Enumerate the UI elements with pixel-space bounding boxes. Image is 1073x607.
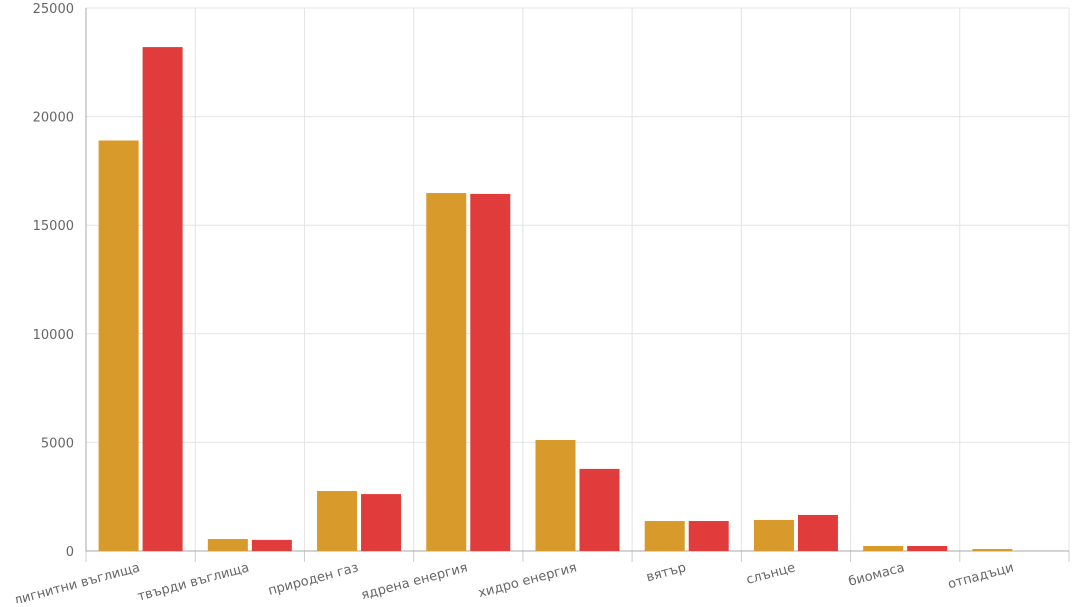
- y-tick-label: 0: [66, 545, 74, 560]
- bar: [317, 491, 358, 551]
- bar: [251, 539, 292, 551]
- bar: [972, 549, 1013, 551]
- bar: [753, 519, 794, 551]
- bar: [579, 468, 620, 551]
- bar: [535, 440, 576, 551]
- y-tick-label: 10000: [33, 328, 74, 343]
- y-tick-label: 20000: [33, 111, 74, 126]
- bar: [361, 494, 402, 551]
- bar: [797, 514, 838, 551]
- bar: [426, 193, 467, 552]
- bar: [142, 47, 183, 551]
- x-tick-label: вятър: [645, 560, 688, 585]
- y-tick-label: 5000: [41, 436, 74, 451]
- y-tick-label: 25000: [33, 2, 74, 17]
- x-tick-label: отпадъци: [946, 560, 1015, 592]
- x-tick-label: ядрена енергия: [360, 560, 470, 603]
- x-tick-label: биомаса: [847, 560, 906, 589]
- x-tick-label: природен газ: [267, 560, 361, 599]
- bar: [688, 521, 729, 551]
- bar: [644, 521, 685, 551]
- y-tick-label: 15000: [33, 219, 74, 234]
- bar: [863, 546, 904, 551]
- x-tick-label: слънце: [745, 560, 797, 587]
- bar: [98, 140, 139, 551]
- bar: [207, 539, 248, 551]
- x-tick-label: хидро енергия: [477, 560, 579, 601]
- bar: [907, 546, 948, 551]
- x-tick-label: лигнитни въглища: [12, 560, 141, 603]
- bar: [470, 193, 511, 551]
- x-tick-label: твърди въглища: [136, 560, 251, 603]
